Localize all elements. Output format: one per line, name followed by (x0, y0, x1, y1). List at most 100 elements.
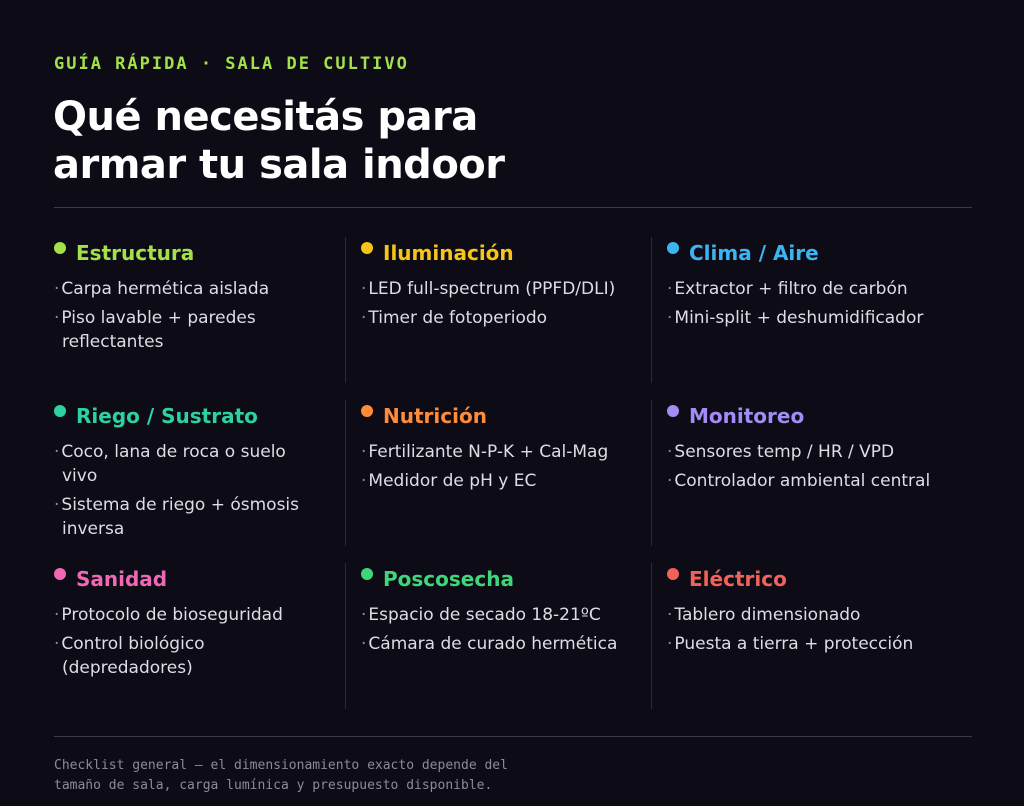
list-item-text: Protocolo de bioseguridad (61, 605, 283, 625)
list-item-text: Tablero dimensionado (674, 605, 861, 625)
category-card: Eléctrico · Tablero dimensionado · Puesta a … (651, 563, 941, 709)
footnote: Checklist general — el dimensionamiento … (54, 756, 654, 796)
category-header: Riego / Sustrato (54, 400, 344, 432)
list-item: · Cámara de curado hermética (361, 632, 631, 656)
bullet-icon: · (667, 605, 673, 625)
top-divider (54, 207, 972, 208)
list-item: · Carpa hermética aislada (54, 277, 324, 301)
category-title: Monitoreo (689, 404, 805, 428)
bullet-icon: · (54, 605, 60, 625)
category-item-list: · Fertilizante N-P-K + Cal-Mag · Medidor de… (361, 440, 635, 493)
category-header: Sanidad (54, 563, 344, 595)
bottom-divider (54, 736, 972, 737)
category-header: Iluminación (361, 237, 635, 269)
bullet-icon: · (54, 279, 60, 299)
category-card: Iluminación · LED full-spectrum (PPFD/DLI)… (345, 237, 635, 383)
list-item: · Extractor + filtro de carbón (667, 277, 937, 301)
category-item-list: · LED full-spectrum (PPFD/DLI) · Timer de f… (361, 277, 635, 330)
category-item-list: · Tablero dimensionado · Puesta a tierra + … (667, 603, 941, 656)
list-item-text: Mini-split + deshumidificador (674, 308, 924, 328)
list-item-text: Controlador ambiental central (674, 471, 931, 491)
list-item-text: Coco, lana de roca o suelo vivo (61, 442, 286, 486)
list-item-text: Espacio de secado 18-21ºC (368, 605, 601, 625)
list-item: · Mini-split + deshumidificador (667, 306, 937, 330)
list-item-text: Piso lavable + paredes reflectantes (61, 308, 256, 352)
category-title: Iluminación (383, 241, 514, 265)
category-card: Poscosecha · Espacio de secado 18-21ºC · Cám… (345, 563, 635, 709)
category-header: Eléctrico (667, 563, 941, 595)
page-title: Qué necesitás para armar tu sala indoor (53, 93, 753, 189)
category-item-list: · Carpa hermética aislada · Piso lavable + … (54, 277, 344, 354)
page-title-line-1: Qué necesitás para (53, 94, 478, 140)
bullet-icon: · (361, 442, 367, 462)
bullet-icon: · (361, 605, 367, 625)
bullet-icon: · (667, 442, 673, 462)
category-header: Monitoreo (667, 400, 941, 432)
footnote-line-1: Checklist general — el dimensionamiento … (54, 758, 508, 773)
bullet-icon: · (667, 471, 673, 491)
category-card: Riego / Sustrato · Coco, lana de roca o su… (54, 400, 344, 546)
category-item-list: · Coco, lana de roca o suelo vivo · Sistema… (54, 440, 344, 541)
list-item-text: Cámara de curado hermética (368, 634, 618, 654)
list-item: · Controlador ambiental central (667, 469, 937, 493)
category-item-list: · Espacio de secado 18-21ºC · Cámara de cur… (361, 603, 635, 656)
category-header: Nutrición (361, 400, 635, 432)
category-dot-icon (667, 568, 679, 580)
category-header: Clima / Aire (667, 237, 941, 269)
bullet-icon: · (361, 279, 367, 299)
category-item-list: · Sensores temp / HR / VPD · Controlador am… (667, 440, 941, 493)
list-item-text: Fertilizante N-P-K + Cal-Mag (368, 442, 609, 462)
category-dot-icon (54, 242, 66, 254)
bullet-icon: · (667, 634, 673, 654)
list-item-text: Puesta a tierra + protección (674, 634, 914, 654)
list-item-text: Medidor de pH y EC (368, 471, 537, 491)
bullet-icon: · (54, 308, 60, 328)
list-item: · Espacio de secado 18-21ºC (361, 603, 631, 627)
category-header: Estructura (54, 237, 344, 269)
list-item: · Protocolo de bioseguridad (54, 603, 324, 627)
category-dot-icon (667, 405, 679, 417)
list-item: · Control biológico (depredadores) (54, 632, 324, 680)
footnote-line-2: tamaño de sala, carga lumínica y presupu… (54, 778, 493, 793)
category-card: Nutrición · Fertilizante N-P-K + Cal-Mag · M… (345, 400, 635, 546)
list-item: · Piso lavable + paredes reflectantes (54, 306, 324, 354)
bullet-icon: · (667, 308, 673, 328)
category-title: Riego / Sustrato (76, 404, 258, 428)
bullet-icon: · (361, 308, 367, 328)
page-title-line-2: armar tu sala indoor (53, 142, 505, 188)
list-item-text: Extractor + filtro de carbón (674, 279, 908, 299)
category-title: Eléctrico (689, 567, 787, 591)
category-item-list: · Protocolo de bioseguridad · Control bioló… (54, 603, 344, 680)
bullet-icon: · (54, 442, 60, 462)
list-item-text: Sistema de riego + ósmosis inversa (61, 495, 300, 539)
list-item-text: Control biológico (depredadores) (61, 634, 205, 678)
category-card: Sanidad · Protocolo de bioseguridad · Contro… (54, 563, 344, 709)
list-item: · Coco, lana de roca o suelo vivo (54, 440, 324, 488)
category-title: Nutrición (383, 404, 487, 428)
category-title: Clima / Aire (689, 241, 819, 265)
bullet-icon: · (361, 471, 367, 491)
category-card: Monitoreo · Sensores temp / HR / VPD · Contr… (651, 400, 941, 546)
list-item-text: Sensores temp / HR / VPD (674, 442, 895, 462)
bullet-icon: · (54, 495, 60, 515)
category-item-list: · Extractor + filtro de carbón · Mini-split… (667, 277, 941, 330)
list-item: · Timer de fotoperiodo (361, 306, 631, 330)
category-dot-icon (667, 242, 679, 254)
category-dot-icon (361, 405, 373, 417)
list-item-text: Timer de fotoperiodo (368, 308, 548, 328)
bullet-icon: · (667, 279, 673, 299)
bullet-icon: · (361, 634, 367, 654)
kicker-label: GUÍA RÁPIDA · SALA DE CULTIVO (54, 54, 409, 74)
list-item: · LED full-spectrum (PPFD/DLI) (361, 277, 631, 301)
list-item: · Tablero dimensionado (667, 603, 937, 627)
category-dot-icon (54, 405, 66, 417)
bullet-icon: · (54, 634, 60, 654)
list-item-text: LED full-spectrum (PPFD/DLI) (368, 279, 616, 299)
list-item: · Sistema de riego + ósmosis inversa (54, 493, 324, 541)
list-item: · Fertilizante N-P-K + Cal-Mag (361, 440, 631, 464)
category-dot-icon (361, 568, 373, 580)
list-item: · Sensores temp / HR / VPD (667, 440, 937, 464)
list-item: · Puesta a tierra + protección (667, 632, 937, 656)
category-title: Poscosecha (383, 567, 514, 591)
category-header: Poscosecha (361, 563, 635, 595)
